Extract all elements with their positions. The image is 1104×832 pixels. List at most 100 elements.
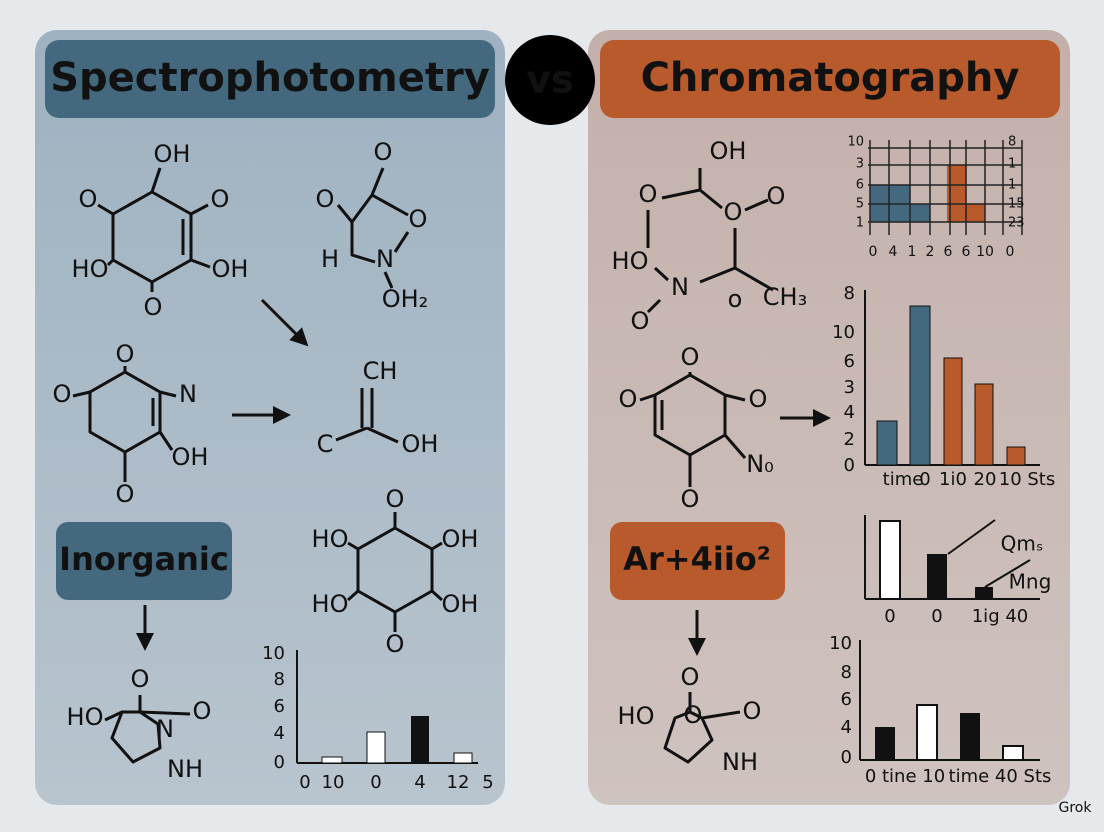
- atom-label: O: [131, 665, 150, 693]
- right-badge: Ar+4iio²: [623, 540, 771, 578]
- atom-label: O: [681, 343, 700, 371]
- bonds: [72, 167, 774, 764]
- atom-label: O: [211, 185, 230, 213]
- atom-label: CH: [363, 357, 398, 385]
- atom-label: N: [376, 245, 394, 273]
- x-tick-label: 4: [889, 244, 898, 260]
- atom-label: N: [671, 273, 689, 301]
- atom-label: O: [409, 205, 428, 233]
- atom-label: H: [321, 245, 339, 273]
- atom-label: HO: [612, 247, 649, 275]
- x-tick-label: 0: [370, 772, 381, 793]
- atom-label: CH₃: [763, 283, 807, 311]
- left-title: Spectrophotometry: [50, 55, 490, 101]
- y-tick-label: 8: [1008, 135, 1016, 150]
- atom-label: OH₂: [382, 285, 429, 313]
- y-tick-label: 3: [844, 377, 855, 398]
- atom-label: HO: [67, 703, 104, 731]
- annotation: Qmₛ: [1001, 532, 1044, 556]
- y-tick-label: 6: [844, 351, 855, 372]
- annotation: Mng: [1009, 570, 1052, 594]
- y-tick-label: 0: [841, 747, 852, 768]
- y-tick-label: 4: [844, 402, 855, 423]
- x-tick-label: 1ig 40: [972, 606, 1029, 627]
- atom-label: O: [374, 138, 393, 166]
- right-panel: [588, 30, 1070, 805]
- atom-label: OH: [442, 525, 479, 553]
- x-tick-label: 0: [869, 244, 878, 260]
- atom-label: HO: [312, 525, 349, 553]
- atom-label: OH: [710, 137, 747, 165]
- atom-label: O: [53, 380, 72, 408]
- y-tick-label: 6: [856, 178, 864, 193]
- x-tick-label: 2: [926, 244, 935, 260]
- y-tick-label: 23: [1008, 216, 1025, 231]
- x-tick-label: 1i0: [939, 469, 967, 490]
- atom-label: OH: [442, 590, 479, 618]
- watermark: Grok: [1059, 800, 1093, 816]
- y-tick-label: 10: [847, 135, 864, 150]
- atom-label: O: [639, 180, 658, 208]
- x-tick-label: 0: [919, 469, 930, 490]
- y-tick-label: 10: [829, 633, 852, 654]
- x-tick-label: 10: [976, 244, 994, 260]
- x-tick-label: 20: [974, 469, 997, 490]
- atom-label: HO: [312, 590, 349, 618]
- x-tick-label: 1: [908, 244, 917, 260]
- y-tick-label: 8: [841, 662, 852, 683]
- x-tick-label: 0: [299, 772, 310, 793]
- atom-label: HO: [72, 255, 109, 283]
- y-tick-label: 0: [274, 752, 285, 773]
- atom-label: O: [116, 340, 135, 368]
- left-badge: Inorganic: [59, 540, 229, 578]
- atom-label: o: [728, 285, 743, 313]
- atom-label: O: [193, 697, 212, 725]
- atom-label: NH: [167, 755, 203, 783]
- x-tick-label: 4: [414, 772, 425, 793]
- y-tick-label: 10: [832, 322, 855, 343]
- right-title-box: [600, 40, 1060, 118]
- right-title: Chromatography: [641, 55, 1020, 101]
- atom-label: O: [724, 198, 743, 226]
- x-tick-label: 6: [944, 244, 953, 260]
- y-tick-label: 15: [1008, 197, 1025, 212]
- atom-label: OH: [172, 443, 209, 471]
- y-tick-label: 8: [274, 669, 285, 690]
- left-panel: [35, 30, 505, 805]
- atom-label: O: [743, 697, 762, 725]
- atom-label: O: [386, 485, 405, 513]
- atom-label: HO: [618, 702, 655, 730]
- atom-label: O: [316, 185, 335, 213]
- atom-label: OH: [154, 140, 191, 168]
- atom-label: C: [317, 430, 334, 458]
- atom-label: O: [631, 307, 650, 335]
- x-tick-label: 10 Sts: [999, 469, 1056, 490]
- y-tick-label: 3: [856, 157, 864, 172]
- y-tick-label: 1: [856, 216, 864, 231]
- x-tick-label: 0: [931, 606, 942, 627]
- x-tick-label: time 40 Sts: [949, 766, 1052, 787]
- vs-circle: [505, 35, 595, 125]
- x-tick-label: time: [883, 469, 924, 490]
- arrows: [136, 298, 831, 656]
- x-tick-label: 0: [884, 606, 895, 627]
- atom-label: O: [767, 182, 786, 210]
- mini-charts: [296, 140, 1040, 764]
- right-badge-box: [610, 522, 785, 600]
- atom-label: O: [684, 701, 703, 729]
- atom-label: O: [749, 385, 768, 413]
- atom-label: N: [179, 380, 197, 408]
- atom-label: N₀: [746, 450, 774, 478]
- atom-label: O: [619, 385, 638, 413]
- y-tick-label: 2: [844, 429, 855, 450]
- y-tick-label: 6: [841, 689, 852, 710]
- atom-label: O: [681, 485, 700, 513]
- y-tick-label: 1: [1008, 157, 1016, 172]
- atom-label: O: [144, 293, 163, 321]
- x-tick-label: 10: [322, 772, 345, 793]
- y-tick-label: 0: [844, 455, 855, 476]
- vs-label: vs: [526, 58, 573, 102]
- atom-label: NH: [722, 748, 758, 776]
- x-tick-label: 12: [447, 772, 470, 793]
